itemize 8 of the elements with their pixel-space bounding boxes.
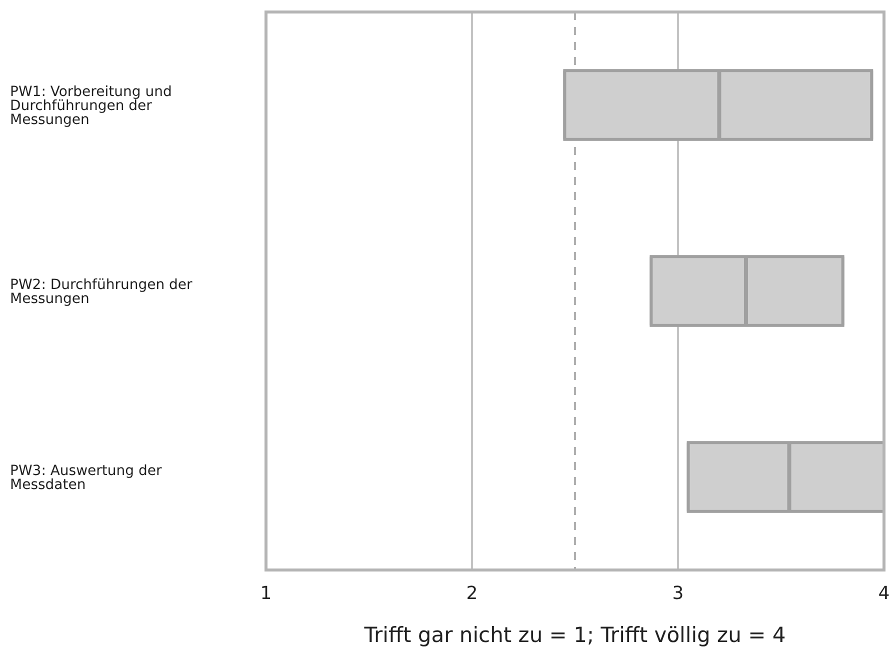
y-tick-label: PW3: Auswertung der Messdaten bbox=[10, 463, 162, 493]
x-tick-label: 2 bbox=[466, 583, 478, 604]
y-tick-label: PW2: Durchführungen der Messungen bbox=[10, 277, 193, 307]
x-axis-title: Trifft gar nicht zu = 1; Trifft völlig zu = 4 bbox=[363, 623, 786, 647]
x-tick-label: 3 bbox=[672, 583, 684, 604]
y-tick-label: PW1: Vorbereitung und Durchführungen der Messungen bbox=[10, 84, 172, 128]
x-tick-label: 4 bbox=[878, 583, 890, 604]
x-tick-label: 1 bbox=[260, 583, 272, 604]
